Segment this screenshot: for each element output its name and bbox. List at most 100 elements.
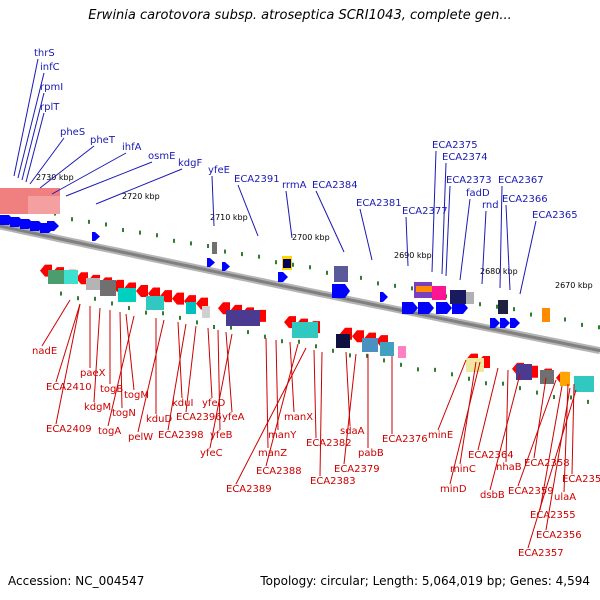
gc-tick	[71, 217, 73, 222]
gc-tick	[162, 311, 164, 316]
top-gene-label: rnd	[482, 200, 499, 211]
top-label-leader	[359, 208, 373, 261]
bottom-gene-label: nadE	[32, 346, 57, 357]
top-label-leader	[431, 150, 437, 273]
feature-box	[450, 290, 466, 304]
bottom-label-leader	[505, 369, 509, 463]
ruler-tick-label: 2720 kbp	[122, 192, 160, 201]
gc-track	[20, 206, 600, 404]
forward-gene-arrow	[510, 318, 520, 328]
feature-box	[498, 300, 508, 314]
gc-tick	[496, 304, 498, 309]
gc-tick	[400, 362, 402, 367]
bottom-gene-label: ECA2398	[158, 430, 204, 441]
feature-box	[212, 242, 217, 254]
feature-box	[336, 334, 350, 348]
bottom-label-leader	[107, 315, 135, 427]
bottom-label-leader	[489, 373, 521, 491]
topology-label: Topology: circular; Length: 5,064,019 bp…	[260, 574, 590, 588]
gc-tick	[434, 367, 436, 372]
top-gene-label: infC	[40, 62, 60, 73]
feature-box	[283, 259, 291, 268]
forward-gene-arrow	[278, 272, 288, 282]
top-label-leader	[445, 185, 451, 277]
bottom-label-leader	[55, 303, 81, 383]
feature-box	[292, 322, 318, 338]
top-gene-label: rplT	[40, 102, 60, 113]
bottom-gene-label: ECA2376	[382, 434, 428, 445]
bottom-label-leader	[477, 367, 499, 451]
map-title: Erwinia carotovora subsp. atroseptica SC…	[88, 8, 512, 23]
top-label-leader	[39, 145, 95, 189]
forward-gene-arrow	[452, 302, 468, 314]
feature-box	[516, 364, 532, 380]
gc-tick	[128, 306, 130, 311]
bottom-gene-label: ECA2410	[46, 382, 92, 393]
bottom-gene-label: minD	[440, 484, 467, 495]
gc-tick	[241, 252, 243, 257]
gc-tick	[383, 358, 385, 363]
gc-tick	[349, 353, 351, 358]
ruler-tick-label: 2700 kbp	[292, 233, 330, 242]
feature-box	[202, 306, 210, 318]
gc-tick	[145, 310, 147, 315]
feature-box	[86, 278, 100, 290]
bottom-label-leader	[185, 325, 197, 413]
gc-tick	[292, 262, 294, 267]
top-label-leader	[405, 216, 409, 267]
bottom-gene-label: yfeB	[210, 430, 233, 441]
gc-tick	[326, 270, 328, 275]
top-label-leader	[499, 185, 503, 289]
bottom-gene-label: sdaA	[340, 426, 365, 437]
bottom-label-leader	[449, 361, 481, 485]
gc-tick	[179, 315, 181, 320]
bottom-gene-label: manY	[268, 430, 297, 441]
bottom-gene-label: minE	[428, 430, 453, 441]
top-gene-label: ECA2365	[532, 210, 578, 221]
gc-tick	[502, 381, 504, 386]
gc-tick	[111, 301, 113, 306]
bottom-label-leader	[119, 311, 123, 409]
gc-tick	[77, 296, 79, 301]
feature-box	[466, 358, 484, 372]
bottom-label-leader	[545, 387, 571, 531]
gc-tick	[247, 330, 249, 335]
feature-box	[466, 292, 474, 304]
gc-tick	[281, 339, 283, 344]
feature-box	[226, 310, 260, 326]
bottom-gene-labels: nadE paeX ECA2410 kdgM togB togN togM togA ECA24…	[32, 299, 600, 559]
bottom-gene-label: togA	[98, 426, 121, 437]
bottom-gene-label: manZ	[258, 448, 287, 459]
forward-gene-arrow	[222, 262, 230, 271]
feature-box	[48, 270, 64, 284]
top-label-leader	[519, 220, 537, 295]
gc-tick	[513, 307, 515, 312]
top-label-leader	[315, 190, 345, 253]
bottom-label-leader	[527, 389, 577, 549]
reverse-gene-arrow	[136, 285, 148, 298]
forward-gene-arrow	[332, 284, 350, 298]
gc-tick	[315, 344, 317, 349]
bottom-gene-label: ECA2356	[536, 530, 582, 541]
feature-box	[416, 286, 432, 292]
forward-gene-arrow	[500, 318, 510, 328]
gc-tick	[377, 281, 379, 286]
gc-tick	[298, 339, 300, 344]
gc-tick	[258, 254, 260, 259]
bottom-gene-label: pelW	[128, 432, 153, 443]
gc-tick	[173, 238, 175, 243]
gc-tick	[417, 367, 419, 372]
gc-tick	[553, 395, 555, 400]
bottom-gene-label: ECA2396	[176, 412, 222, 423]
top-gene-label: yfeE	[208, 165, 230, 176]
gc-tick	[196, 320, 198, 325]
bottom-gene-label: ECA2357	[518, 548, 564, 559]
ruler-tick-label: 2710 kbp	[210, 213, 248, 222]
bottom-label-leader	[137, 319, 165, 433]
bottom-label-leader	[265, 343, 299, 467]
bottom-label-leader	[265, 337, 269, 449]
bottom-label-leader	[313, 349, 317, 439]
gc-tick	[479, 302, 481, 307]
